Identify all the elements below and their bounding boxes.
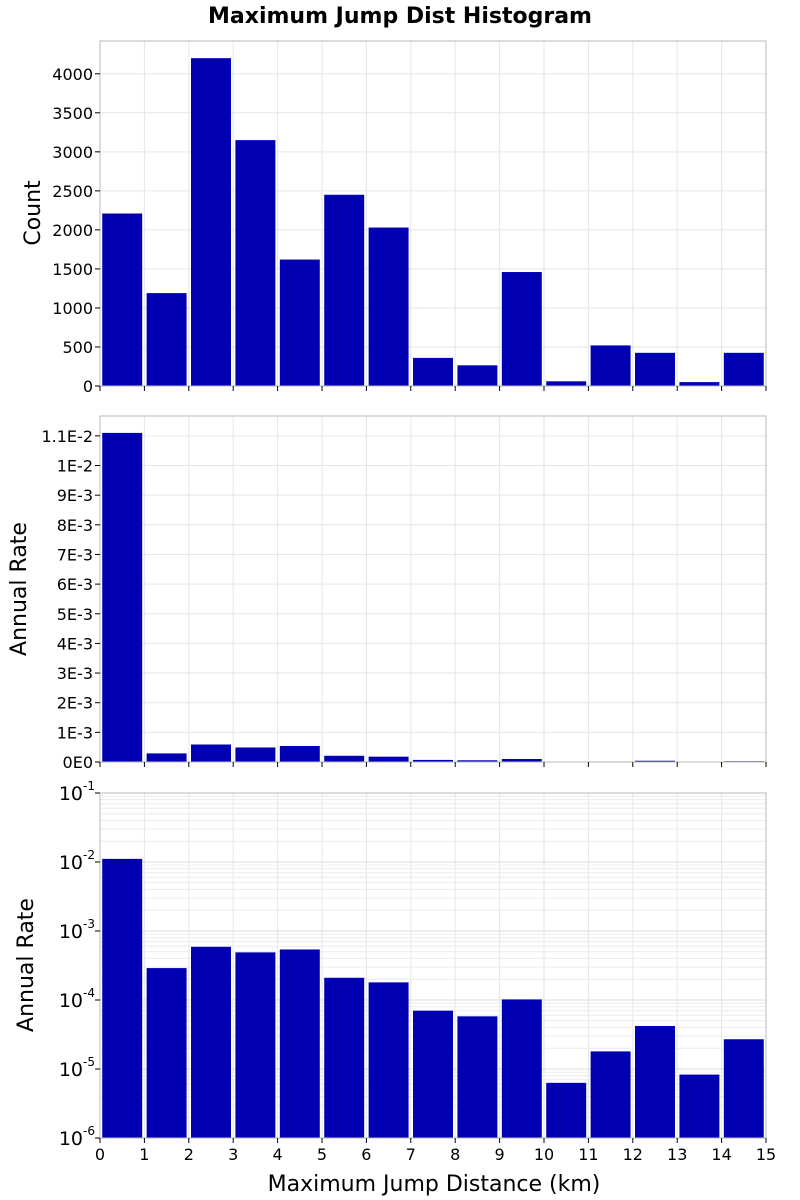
chart-title: Maximum Jump Dist Histogram: [208, 4, 592, 29]
y-tick-label: 9E-3: [57, 486, 93, 505]
bar-8-9: [457, 760, 498, 762]
y-tick-label: 1.1E-2: [41, 427, 93, 446]
y-tick-label: 2E-3: [57, 694, 93, 713]
y-tick-label: 1500: [52, 260, 93, 279]
bar-11-12: [590, 345, 631, 386]
x-axis-label: Maximum Jump Distance (km): [268, 1172, 601, 1197]
y-axis-label: Annual Rate: [14, 898, 39, 1032]
x-tick-label: 6: [361, 1145, 371, 1164]
bar-3-4: [235, 952, 276, 1138]
panels-layer: 0 500 1000 1500 2000 2500 3000 3500 4000 Count 0E0…: [7, 40, 776, 1164]
bar-9-10: [501, 272, 542, 386]
y-tick-label: 3000: [52, 143, 93, 162]
bar-0-1: [102, 213, 143, 386]
bar-6-7: [368, 756, 409, 762]
x-tick-label: 11: [578, 1145, 598, 1164]
bar-2-3: [191, 58, 231, 387]
y-tick-label: 10-2: [59, 848, 95, 874]
bar-7-8: [413, 759, 453, 762]
panel-1: 0 500 1000 1500 2000 2500 3000 3500 4000 Count: [21, 40, 767, 396]
bar-8-9: [457, 1016, 498, 1138]
bar-0-1: [102, 432, 143, 762]
y-tick-label: 0E0: [63, 753, 93, 772]
y-tick-label: 1E-2: [57, 457, 93, 476]
bar-1-2: [146, 753, 187, 762]
bar-0-1: [102, 858, 143, 1138]
x-tick-label: 7: [406, 1145, 416, 1164]
y-tick-label: 4E-3: [57, 634, 93, 653]
y-tick-label: 10-6: [59, 1124, 95, 1150]
bar-7-8: [413, 1010, 453, 1138]
y-axis-label: Annual Rate: [7, 522, 32, 656]
y-tick-label: 8E-3: [57, 516, 93, 535]
plot-frame: [99, 415, 767, 763]
y-tick-label: 2000: [52, 221, 93, 240]
y-tick-label: 10-1: [59, 779, 95, 805]
x-tick-label: 8: [450, 1145, 460, 1164]
y-tick-label: 6E-3: [57, 575, 93, 594]
bar-14-15: [723, 352, 764, 386]
x-tick-label: 0: [95, 1145, 105, 1164]
bar-6-7: [368, 227, 409, 386]
bar-2-3: [191, 946, 231, 1138]
bar-6-7: [368, 982, 409, 1138]
bar-10-11: [546, 1082, 587, 1138]
y-tick-label: 2500: [52, 182, 93, 201]
bar-9-10: [501, 758, 542, 762]
bar-4-5: [279, 745, 320, 762]
bar-14-15: [723, 1039, 764, 1138]
x-tick-label: 12: [623, 1145, 643, 1164]
y-tick-label: 500: [62, 338, 93, 357]
bar-2-3: [191, 744, 231, 762]
y-tick-label: 10-4: [59, 986, 95, 1012]
bar-1-2: [146, 293, 187, 386]
bar-5-6: [324, 194, 365, 386]
panel-2: 0E0 1E-3 2E-3 3E-3 4E-3 5E-3 6E-3 7E-3 8E-3 9E-3 1…: [7, 415, 767, 772]
bar-13-14: [679, 1074, 720, 1138]
bar-12-13: [635, 1025, 675, 1138]
bar-12-13: [635, 352, 675, 386]
x-tick-label: 13: [667, 1145, 687, 1164]
y-tick-label: 3E-3: [57, 664, 93, 683]
y-tick-label: 5E-3: [57, 605, 93, 624]
x-tick-label: 4: [273, 1145, 283, 1164]
x-tick-label: 10: [534, 1145, 554, 1164]
bar-5-6: [324, 755, 365, 762]
bar-7-8: [413, 357, 453, 386]
y-tick-label: 1000: [52, 299, 93, 318]
panel-3: 10-6 10-5 10-4 10-3 10-2 10-1 Annual Rate: [14, 779, 767, 1150]
y-tick-label: 10-3: [59, 917, 95, 943]
bar-3-4: [235, 140, 276, 386]
bar-9-10: [501, 999, 542, 1138]
x-tick-label: 3: [228, 1145, 238, 1164]
bar-10-11: [546, 381, 587, 386]
y-tick-label: 4000: [52, 65, 93, 84]
y-axis-label: Count: [21, 180, 46, 246]
bar-5-6: [324, 977, 365, 1138]
x-tick-label: 5: [317, 1145, 327, 1164]
bar-3-4: [235, 747, 276, 762]
bar-4-5: [279, 259, 320, 386]
bar-4-5: [279, 949, 320, 1138]
y-tick-label: 3500: [52, 104, 93, 123]
bar-1-2: [146, 968, 187, 1138]
plot-frame: [99, 792, 767, 1139]
y-tick-label: 7E-3: [57, 545, 93, 564]
y-tick-label: 0: [83, 377, 93, 396]
x-tick-label: 14: [711, 1145, 731, 1164]
bar-8-9: [457, 365, 498, 386]
bar-13-14: [679, 382, 720, 386]
bar-12-13: [635, 760, 675, 762]
plot-frame: [99, 40, 767, 387]
y-tick-label: 10-5: [59, 1055, 95, 1081]
x-tick-label: 15: [756, 1145, 776, 1164]
bar-11-12: [590, 1051, 631, 1138]
y-tick-label: 1E-3: [57, 723, 93, 742]
x-tick-label: 2: [184, 1145, 194, 1164]
x-tick-label: 9: [495, 1145, 505, 1164]
x-tick-label: 1: [139, 1145, 149, 1164]
